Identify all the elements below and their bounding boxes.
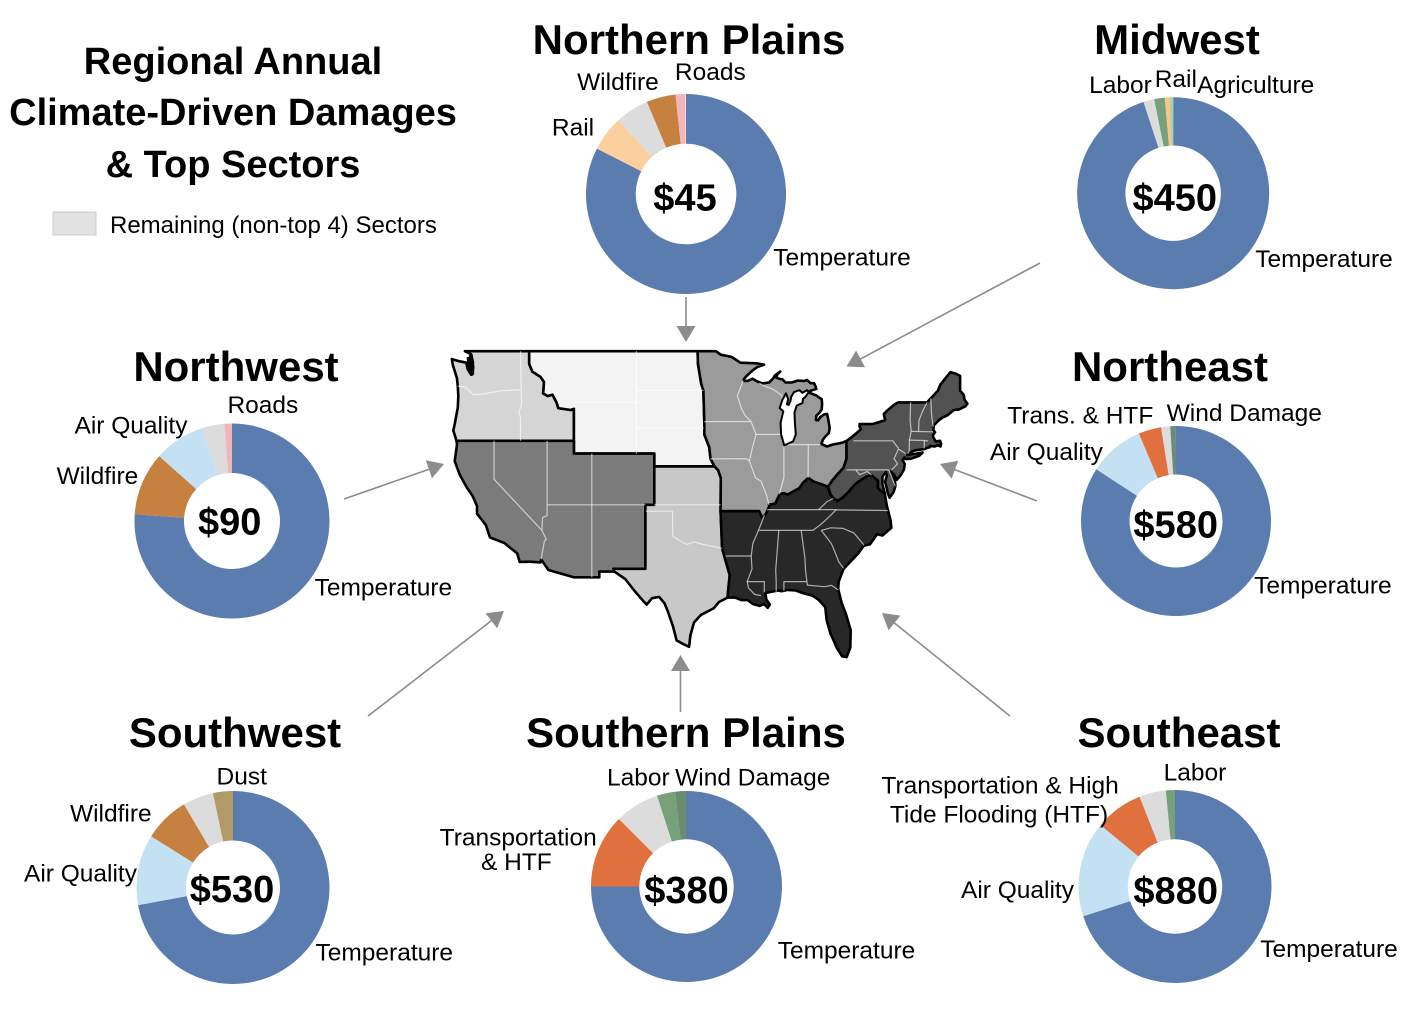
svg-text:Wildfire: Wildfire	[57, 463, 139, 490]
svg-text:Temperature: Temperature	[778, 937, 916, 964]
svg-text:Temperature: Temperature	[1254, 572, 1392, 599]
svg-text:Midwest: Midwest	[1094, 16, 1260, 63]
svg-text:Northeast: Northeast	[1072, 343, 1268, 390]
svg-text:Wildfire: Wildfire	[70, 801, 152, 828]
svg-text:Temperature: Temperature	[315, 574, 453, 601]
svg-text:Air Quality: Air Quality	[961, 877, 1075, 904]
svg-text:$450: $450	[1133, 177, 1218, 219]
svg-text:$380: $380	[644, 870, 729, 912]
svg-text:Roads: Roads	[227, 392, 298, 419]
svg-text:Air Quality: Air Quality	[24, 861, 138, 888]
svg-text:Climate-Driven Damages: Climate-Driven Damages	[9, 92, 457, 134]
svg-text:& HTF: & HTF	[481, 849, 552, 876]
svg-text:Temperature: Temperature	[316, 939, 454, 966]
svg-text:$530: $530	[190, 869, 275, 911]
svg-text:Roads: Roads	[675, 59, 746, 86]
svg-text:Southern Plains: Southern Plains	[526, 709, 846, 756]
svg-text:$880: $880	[1133, 871, 1218, 913]
svg-text:Wildfire: Wildfire	[577, 69, 659, 96]
svg-text:Transportation: Transportation	[440, 825, 597, 852]
svg-text:Regional Annual: Regional Annual	[84, 41, 382, 83]
svg-text:$90: $90	[198, 502, 261, 544]
svg-text:Temperature: Temperature	[1255, 246, 1393, 273]
svg-text:Trans. & HTF: Trans. & HTF	[1007, 403, 1153, 430]
svg-text:Wind Damage: Wind Damage	[675, 765, 830, 792]
svg-text:$580: $580	[1133, 504, 1218, 546]
svg-text:Air Quality: Air Quality	[990, 439, 1104, 466]
svg-text:Labor: Labor	[1089, 72, 1152, 99]
svg-text:Labor: Labor	[607, 765, 670, 792]
svg-text:$45: $45	[653, 178, 716, 220]
svg-text:Tide Flooding (HTF): Tide Flooding (HTF)	[890, 801, 1108, 828]
svg-text:Northern Plains: Northern Plains	[533, 16, 846, 63]
svg-text:Rail: Rail	[552, 114, 594, 141]
svg-text:Transportation & High: Transportation & High	[881, 773, 1118, 800]
svg-text:Dust: Dust	[217, 764, 268, 791]
svg-text:Agriculture: Agriculture	[1197, 72, 1314, 99]
svg-text:Labor: Labor	[1164, 759, 1227, 786]
svg-text:& Top Sectors: & Top Sectors	[106, 144, 361, 186]
svg-text:Temperature: Temperature	[773, 245, 911, 272]
svg-text:Remaining (non-top 4) Sectors: Remaining (non-top 4) Sectors	[110, 212, 437, 239]
svg-text:Northwest: Northwest	[133, 343, 338, 390]
svg-text:Rail: Rail	[1155, 66, 1197, 93]
svg-text:Southeast: Southeast	[1077, 709, 1280, 756]
svg-text:Air Quality: Air Quality	[74, 412, 188, 439]
svg-text:Southwest: Southwest	[129, 709, 341, 756]
svg-text:Temperature: Temperature	[1260, 936, 1398, 963]
svg-text:Wind Damage: Wind Damage	[1167, 400, 1322, 427]
